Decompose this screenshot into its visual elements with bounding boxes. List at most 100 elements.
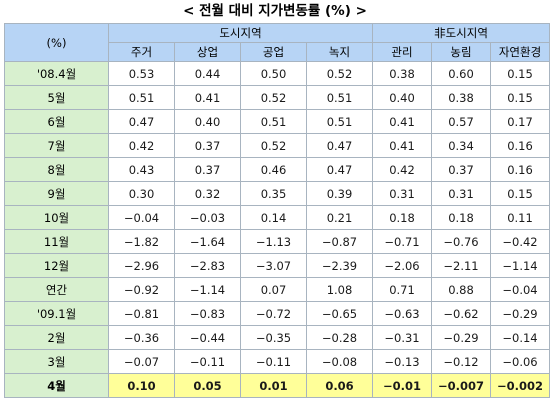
table-cell: −2.11 [431,253,491,278]
table-cell: −3.07 [240,253,307,278]
table-cell: −0.81 [108,301,175,326]
row-label: 2월 [4,325,109,350]
column-header: 주거 [108,42,175,62]
table-cell: −2.96 [108,253,175,278]
table-body: '08.4월 0.53 0.44 0.50 0.52 0.38 0.60 0.15 5월 0.51… [4,61,550,398]
group-header-non-urban: 非도시지역 [372,23,550,43]
table-cell: −0.14 [490,325,550,350]
table-cell: 0.06 [306,373,373,398]
table-cell: −0.07 [108,349,175,374]
table-cell: 0.46 [240,157,307,182]
table-cell: 0.50 [240,61,307,86]
table-cell: −0.63 [372,301,432,326]
row-label: 3월 [4,349,109,374]
table-row: 4월 0.10 0.05 0.01 0.06 −0.01 −0.007 −0.002 [4,373,550,398]
row-label: '09.1월 [4,301,109,326]
table-row: '09.1월 −0.81 −0.83 −0.72 −0.65 −0.63 −0.62 −0.2… [4,301,550,326]
table-cell: −0.71 [372,229,432,254]
table-cell: 0.21 [306,205,373,230]
table-cell: −0.72 [240,301,307,326]
row-label: '08.4월 [4,61,109,86]
table-cell: 0.40 [174,109,241,134]
table-cell: −0.12 [431,349,491,374]
table-cell: 0.01 [240,373,307,398]
table-row: 11월 −1.82 −1.64 −1.13 −0.87 −0.71 −0.76 −0.42 [4,229,550,254]
table-row: 9월 0.30 0.32 0.35 0.39 0.31 0.31 0.15 [4,181,550,206]
land-price-change-table: (%) 도시지역 非도시지역 주거 상업 공업 녹지 관리 농림 자연환경 '0… [4,23,550,398]
table-cell: 0.15 [490,85,550,110]
table-cell: −0.04 [490,277,550,302]
table-cell: 0.51 [240,109,307,134]
table-cell: 0.11 [490,205,550,230]
table-cell: 0.51 [108,85,175,110]
table-row: '08.4월 0.53 0.44 0.50 0.52 0.38 0.60 0.15 [4,61,550,86]
table-cell: 0.34 [431,133,491,158]
table-cell: 0.31 [372,181,432,206]
table-cell: −2.39 [306,253,373,278]
table-cell: −0.92 [108,277,175,302]
table-cell: −0.31 [372,325,432,350]
table-row: 7월 0.42 0.37 0.52 0.47 0.41 0.34 0.16 [4,133,550,158]
table-cell: −0.007 [431,373,491,398]
table-cell: 0.47 [108,109,175,134]
table-row: 8월 0.43 0.37 0.46 0.47 0.42 0.37 0.16 [4,157,550,182]
column-header: 상업 [174,42,241,62]
table-cell: 0.37 [174,133,241,158]
table-cell: 0.37 [174,157,241,182]
table-cell: 0.41 [174,85,241,110]
table-cell: −0.01 [372,373,432,398]
row-label: 6월 [4,109,109,134]
table-cell: 0.16 [490,157,550,182]
table-title: < 전월 대비 지가변동률 (%) > [183,3,367,19]
column-header: 공업 [240,42,307,62]
table-cell: −0.29 [431,325,491,350]
table-cell: 0.39 [306,181,373,206]
table-row: 10월 −0.04 −0.03 0.14 0.21 0.18 0.18 0.11 [4,205,550,230]
table-cell: −0.28 [306,325,373,350]
unit-header: (%) [4,23,109,62]
table-cell: −1.13 [240,229,307,254]
column-header: 농림 [431,42,491,62]
table-cell: 0.18 [372,205,432,230]
table-cell: 0.51 [306,85,373,110]
table-cell: 0.10 [108,373,175,398]
table-cell: −0.36 [108,325,175,350]
column-header: 녹지 [306,42,373,62]
row-label: 7월 [4,133,109,158]
table-cell: −0.11 [174,349,241,374]
table-cell: 0.57 [431,109,491,134]
table-cell: 0.47 [306,133,373,158]
table-cell: 0.71 [372,277,432,302]
table-cell: −0.62 [431,301,491,326]
table-cell: 0.37 [431,157,491,182]
table-cell: 0.53 [108,61,175,86]
table-row: 3월 −0.07 −0.11 −0.11 −0.08 −0.13 −0.12 −0.06 [4,349,550,374]
table-cell: 0.05 [174,373,241,398]
table-cell: 0.60 [431,61,491,86]
table-cell: 0.40 [372,85,432,110]
table-cell: −0.04 [108,205,175,230]
table-row: 6월 0.47 0.40 0.51 0.51 0.41 0.57 0.17 [4,109,550,134]
table-row: 5월 0.51 0.41 0.52 0.51 0.40 0.38 0.15 [4,85,550,110]
table-cell: 0.41 [372,133,432,158]
table-cell: 0.42 [372,157,432,182]
table-cell: −1.82 [108,229,175,254]
column-header: 관리 [372,42,432,62]
table-cell: 0.18 [431,205,491,230]
table-cell: 0.88 [431,277,491,302]
table-cell: 0.51 [306,109,373,134]
table-cell: −0.002 [490,373,550,398]
table-cell: −0.13 [372,349,432,374]
table-cell: 0.42 [108,133,175,158]
table-cell: 0.17 [490,109,550,134]
table-cell: 0.07 [240,277,307,302]
table-cell: 0.41 [372,109,432,134]
row-label: 4월 [4,373,109,398]
row-label: 5월 [4,85,109,110]
table-cell: −0.83 [174,301,241,326]
table-cell: −2.06 [372,253,432,278]
table-cell: 0.43 [108,157,175,182]
table-cell: −0.87 [306,229,373,254]
table-cell: 0.35 [240,181,307,206]
table-cell: −1.14 [490,253,550,278]
